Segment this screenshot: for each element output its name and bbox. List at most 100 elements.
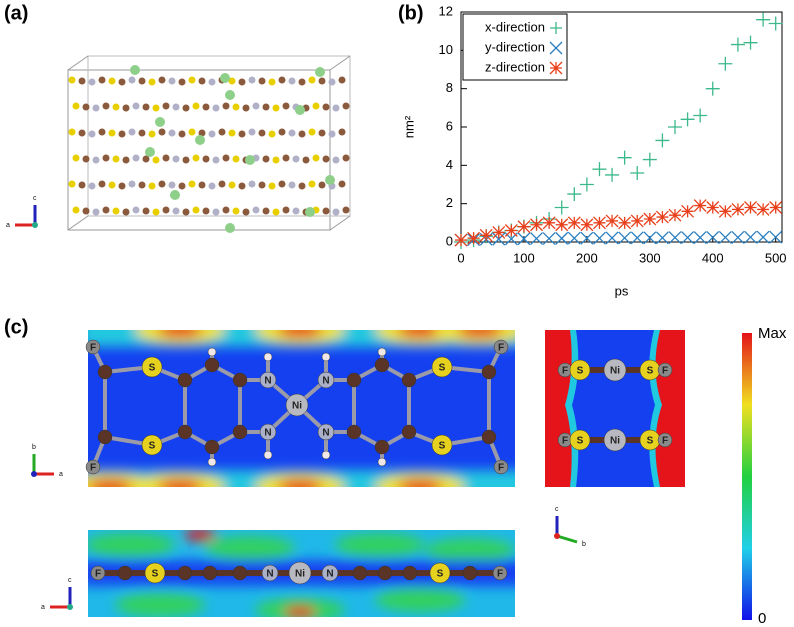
atom <box>657 362 673 378</box>
data-point <box>580 218 594 232</box>
atom <box>212 156 220 164</box>
data-point <box>706 201 720 214</box>
atom <box>481 429 497 445</box>
axis-origin <box>32 222 38 228</box>
data-point <box>668 231 682 245</box>
atom <box>352 565 368 581</box>
data-point <box>517 220 531 234</box>
heatmap-side: F S Ni S FF S Ni S F <box>545 330 685 487</box>
atom <box>88 130 96 138</box>
atom <box>232 103 240 111</box>
axis-name: c <box>555 506 559 513</box>
atom <box>152 156 160 164</box>
data-point <box>567 187 582 202</box>
atom <box>317 371 335 389</box>
atom <box>259 371 277 389</box>
data-point <box>693 108 708 123</box>
atom <box>317 423 335 441</box>
atom <box>188 76 196 84</box>
atom <box>263 352 273 362</box>
atom <box>342 206 350 214</box>
heat-spot <box>278 330 322 337</box>
atom <box>258 129 266 137</box>
crystal-structure: ac <box>6 55 351 233</box>
data-point <box>617 150 632 165</box>
atom <box>252 206 260 214</box>
atom-label: N <box>264 428 271 439</box>
atom <box>98 128 106 136</box>
data-point <box>454 233 468 247</box>
atom <box>278 128 286 136</box>
atom <box>218 180 226 188</box>
atom <box>603 428 627 452</box>
atom <box>188 180 196 188</box>
atom <box>232 565 248 581</box>
atom <box>312 154 320 162</box>
atom <box>262 207 270 215</box>
heat-spot <box>278 480 322 487</box>
atom <box>88 182 96 190</box>
atom-label: Ni <box>295 569 305 580</box>
atom <box>322 207 330 215</box>
ion <box>305 207 315 217</box>
cell-edge <box>329 55 351 71</box>
atom-label: F <box>498 343 504 354</box>
atom <box>178 78 186 86</box>
atom <box>308 128 316 136</box>
atom <box>328 130 336 138</box>
atom <box>192 102 200 110</box>
ion <box>245 155 255 165</box>
atom <box>128 180 136 188</box>
x-tick-label: 0 <box>457 250 464 265</box>
atom <box>238 130 246 138</box>
atom <box>122 104 130 112</box>
data-point <box>705 81 720 96</box>
atom <box>298 182 306 190</box>
atom <box>128 128 136 136</box>
data-point <box>492 225 506 239</box>
atom <box>248 180 256 188</box>
atom <box>242 104 250 112</box>
atom <box>172 155 180 163</box>
atom <box>132 102 140 110</box>
atom <box>278 76 286 84</box>
atom <box>118 78 126 86</box>
heat-spot <box>158 330 202 337</box>
cell-edge <box>67 55 89 71</box>
cell-edge <box>67 69 331 231</box>
atom <box>142 103 150 111</box>
atom <box>321 450 331 460</box>
atom <box>431 434 453 456</box>
atom <box>222 154 230 162</box>
atom <box>377 457 387 467</box>
atom <box>302 156 310 164</box>
data-point <box>630 214 644 228</box>
atom <box>148 182 156 190</box>
atom <box>208 130 216 138</box>
atom <box>321 564 339 582</box>
atom-label: F <box>95 569 101 580</box>
atom <box>292 207 300 215</box>
ion <box>225 223 235 233</box>
atom <box>377 565 393 581</box>
y-tick-label: 12 <box>439 3 453 18</box>
atom <box>493 459 509 475</box>
atom <box>285 393 309 417</box>
atom-label: Ni <box>610 436 620 447</box>
atom <box>198 181 206 189</box>
atom <box>431 356 453 378</box>
atom <box>178 130 186 138</box>
atom <box>332 156 340 164</box>
atom <box>118 130 126 138</box>
data-point <box>554 200 569 215</box>
atom <box>122 208 130 216</box>
atom <box>102 154 110 162</box>
atom <box>272 208 280 216</box>
atom <box>132 154 140 162</box>
atom <box>78 181 86 189</box>
atom-label: F <box>562 436 568 447</box>
heat-spot <box>184 530 216 541</box>
data-point <box>567 231 581 245</box>
atom <box>141 434 163 456</box>
data-point <box>618 231 632 245</box>
